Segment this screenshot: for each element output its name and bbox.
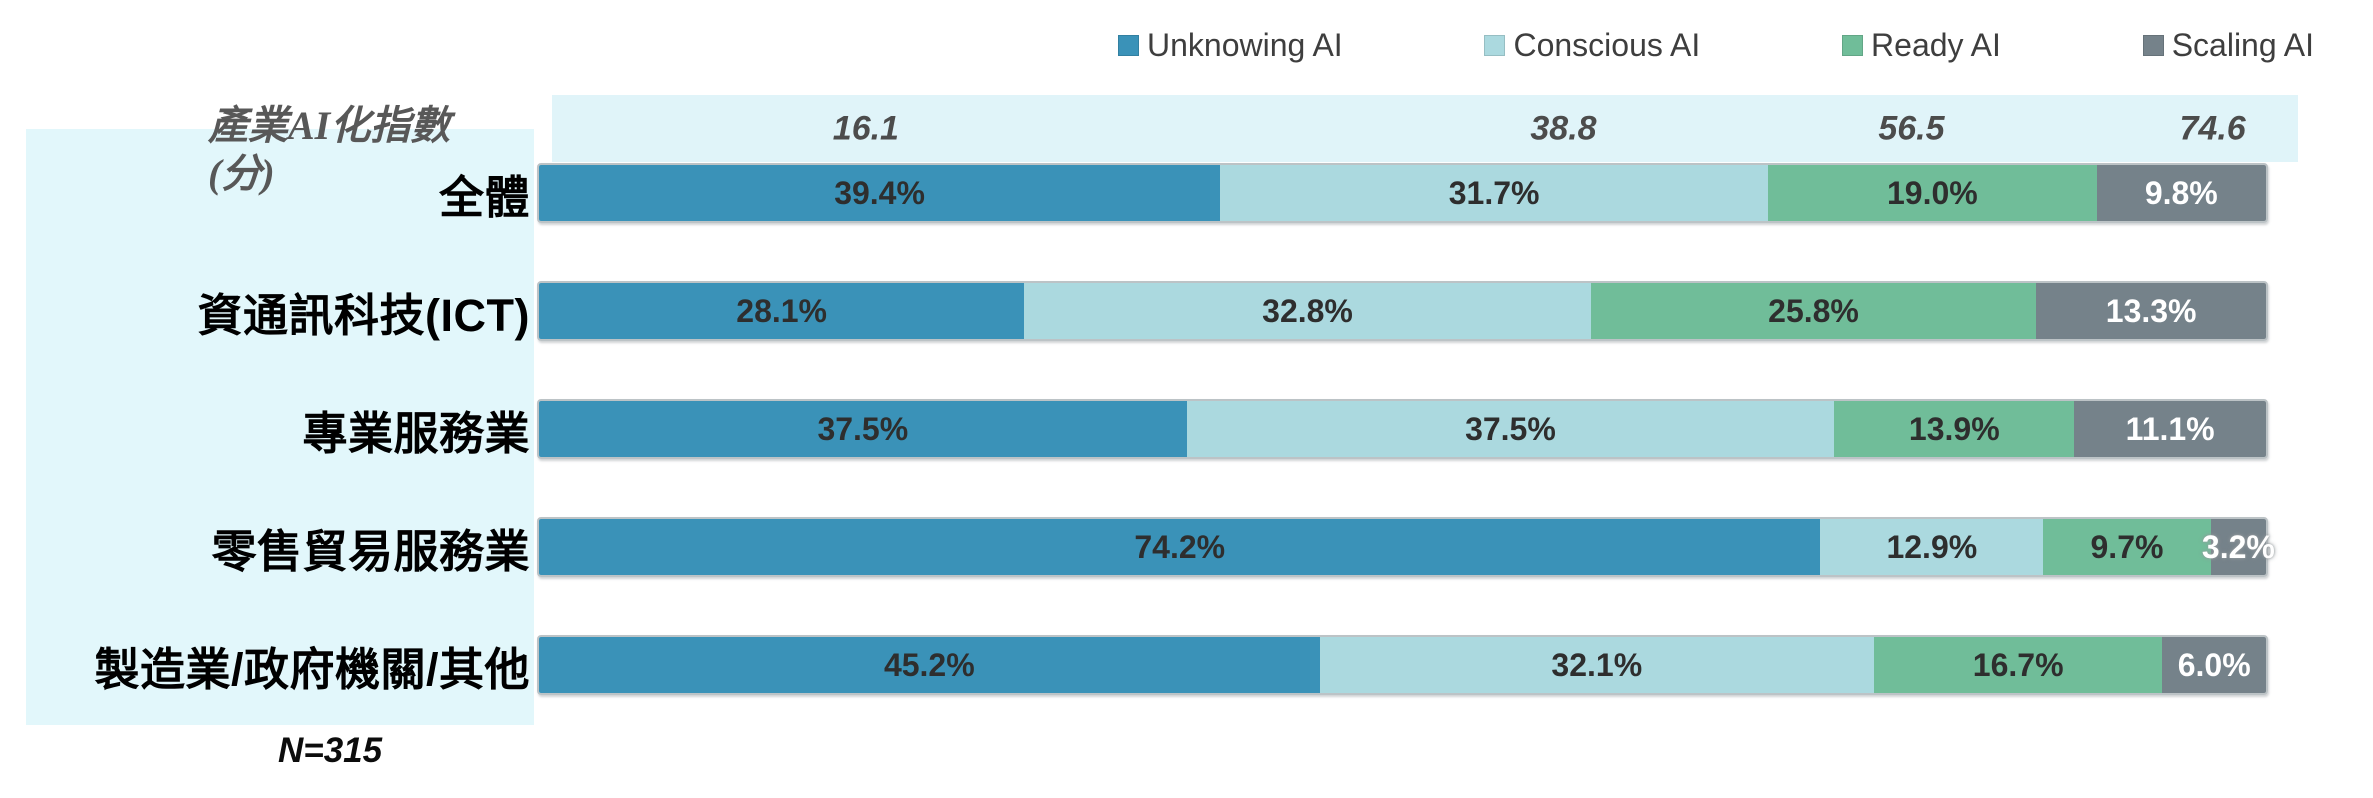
segment-value-label: 37.5% <box>817 411 909 447</box>
segment-value-label: 39.4% <box>834 175 925 211</box>
legend-item-ready-ai: Ready AI <box>1842 29 2001 61</box>
index-score-value: 38.8 <box>1530 109 1597 147</box>
segment-value-label: 3.2% <box>2201 529 2275 565</box>
segment-value-label: 25.8% <box>1768 293 1859 329</box>
category-panel-background <box>26 129 534 725</box>
bar-segment-conscious-ai: 37.5% <box>1186 401 1835 457</box>
segment-value-label: 32.1% <box>1551 647 1643 683</box>
index-score-value: 74.6 <box>2179 109 2246 147</box>
bar-segment-unknowing-ai: 45.2% <box>539 637 1320 693</box>
legend-swatch-icon-unknowing-ai <box>1118 34 1139 56</box>
bar-segment-conscious-ai: 32.8% <box>1024 283 1591 339</box>
bar-segment-scaling-ai: 13.3% <box>2036 283 2266 339</box>
bar-segment-conscious-ai: 31.7% <box>1220 165 1769 221</box>
segment-value-label: 9.8% <box>2144 175 2218 211</box>
segment-value-label: 31.7% <box>1448 175 1540 211</box>
category-label: 資通訊科技(ICT) <box>197 289 530 341</box>
segment-value-label: 13.9% <box>1908 411 2000 447</box>
index-score-value: 16.1 <box>832 109 899 147</box>
bar-row-4: 74.2% 12.9% 9.7% 3.2% <box>537 517 2275 577</box>
index-axis-title-line2: (分) <box>208 151 275 196</box>
segment-value-label: 16.7% <box>1972 647 2064 683</box>
bar-segment-conscious-ai: 12.9% <box>1820 519 2044 575</box>
legend-swatch-icon-scaling-ai <box>2142 34 2164 56</box>
index-axis-title-line1: 產業AI化指數 <box>208 103 451 148</box>
legend-swatch-icon-conscious-ai <box>1484 34 1506 56</box>
segment-value-label: 9.7% <box>2090 529 2164 565</box>
segment-value-label: 28.1% <box>736 293 827 329</box>
bar-segment-scaling-ai: 3.2% <box>2202 519 2275 575</box>
bar-segment-ready-ai: 9.7% <box>2043 519 2211 575</box>
segment-value-label: 12.9% <box>1886 529 1978 565</box>
segment-value-label: 74.2% <box>1134 529 1226 565</box>
sample-size-note: N=315 <box>278 731 383 770</box>
bar-row-5: 45.2% 32.1% 16.7% 6.0% <box>537 635 2268 695</box>
bar-segment-unknowing-ai: 74.2% <box>539 519 1821 575</box>
index-score-overlay: 16.1 38.8 56.5 74.6 <box>537 95 2268 162</box>
segment-value-label: 45.2% <box>883 647 975 683</box>
segment-value-label: 11.1% <box>2125 411 2215 447</box>
category-label: 全體 <box>438 171 530 223</box>
category-label: 零售貿易服務業 <box>211 525 530 577</box>
segment-value-label: 32.8% <box>1262 293 1353 329</box>
bar-segment-unknowing-ai: 39.4% <box>539 165 1221 221</box>
segment-value-label: 13.3% <box>2105 293 2197 329</box>
legend-item-unknowing-ai: Unknowing AI <box>1118 29 1343 61</box>
bar-segment-ready-ai: 25.8% <box>1590 283 2037 339</box>
bar-row-3: 37.5% 37.5% 13.9% 11.1% <box>537 399 2268 459</box>
bar-segment-conscious-ai: 32.1% <box>1319 637 1874 693</box>
segment-value-label: 19.0% <box>1886 175 1978 211</box>
segment-value-label: 6.0% <box>2177 647 2251 683</box>
index-score-value: 56.5 <box>1878 109 1945 147</box>
legend-label: Scaling AI <box>2171 27 2314 63</box>
segment-value-label: 37.5% <box>1465 411 1556 447</box>
bar-segment-ready-ai: 13.9% <box>1834 401 2075 457</box>
legend-item-conscious-ai: Conscious AI <box>1484 29 1700 61</box>
bar-segment-ready-ai: 19.0% <box>1768 165 2097 221</box>
category-label: 製造業/政府機關/其他 <box>94 643 530 695</box>
bar-segment-scaling-ai: 9.8% <box>2096 165 2266 221</box>
bar-row-2: 28.1% 32.8% 25.8% 13.3% <box>537 281 2268 341</box>
bar-segment-scaling-ai: 11.1% <box>2074 401 2266 457</box>
legend-item-scaling-ai: Scaling AI <box>2142 27 2314 63</box>
bar-segment-unknowing-ai: 37.5% <box>539 401 1187 457</box>
bar-segment-ready-ai: 16.7% <box>1873 637 2163 693</box>
bar-segment-scaling-ai: 6.0% <box>2162 637 2266 693</box>
index-axis-title: 產業AI化指數 (分) <box>208 102 450 198</box>
legend-label: Unknowing AI <box>1147 27 1343 63</box>
chart-legend: Unknowing AI Conscious AI Ready AI Scaling … <box>1118 26 2314 64</box>
bar-row-1: 39.4% 31.7% 19.0% 9.8% <box>537 163 2268 223</box>
bar-segment-unknowing-ai: 28.1% <box>539 283 1025 339</box>
legend-swatch-icon-ready-ai <box>1842 34 1864 56</box>
category-label: 專業服務業 <box>302 407 530 459</box>
index-score-band <box>552 95 2298 162</box>
legend-label: Conscious AI <box>1513 27 1701 63</box>
legend-label: Ready AI <box>1871 27 2001 63</box>
